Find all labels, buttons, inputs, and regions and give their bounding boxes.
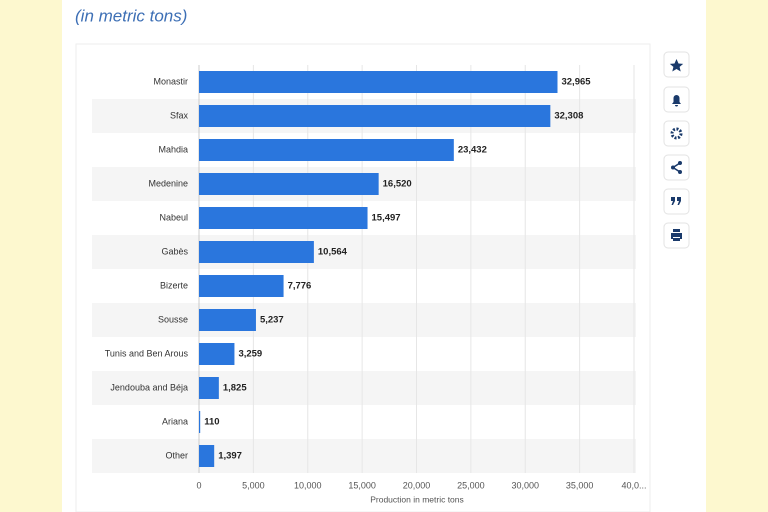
bar: [199, 139, 454, 161]
y-tick-label: Medenine: [148, 178, 188, 188]
value-label: 3,259: [238, 349, 262, 360]
value-label: 15,497: [372, 213, 401, 224]
x-tick-label: 25,000: [457, 480, 485, 490]
y-tick-label: Mahdia: [158, 144, 188, 154]
y-tick-label: Jendouba and Béja: [110, 382, 188, 392]
value-label: 16,520: [383, 179, 412, 190]
value-label: 110: [204, 417, 219, 428]
x-tick-label: 15,000: [348, 480, 376, 490]
bar: [199, 241, 314, 263]
quote-icon: [671, 197, 681, 205]
bar: [199, 71, 558, 93]
x-tick-label: 5,000: [242, 480, 265, 490]
row-stripe: [92, 235, 636, 269]
y-tick-label: Nabeul: [159, 212, 188, 222]
cite-button[interactable]: [663, 188, 690, 215]
toolbar: [663, 51, 690, 249]
bar: [199, 377, 219, 399]
bar: [199, 343, 235, 365]
bar: [199, 105, 551, 127]
bar: [199, 173, 379, 195]
x-tick-label: 10,000: [294, 480, 322, 490]
value-label: 1,825: [223, 383, 247, 394]
value-label: 10,564: [318, 247, 348, 258]
bar: [199, 275, 284, 297]
x-tick-label: 35,000: [566, 480, 594, 490]
bar: [199, 309, 256, 331]
y-tick-label: Tunis and Ben Arous: [105, 348, 189, 358]
print-icon: [671, 229, 682, 241]
bar: [199, 411, 201, 433]
y-tick-label: Other: [165, 450, 188, 460]
value-label: 1,397: [218, 451, 242, 462]
x-axis-title: Production in metric tons: [370, 494, 464, 504]
bar: [199, 207, 368, 229]
y-tick-label: Monastir: [153, 76, 188, 86]
value-label: 7,776: [288, 281, 312, 292]
gear-icon: [670, 127, 683, 140]
value-label: 32,308: [554, 111, 583, 122]
y-tick-label: Bizerte: [160, 280, 188, 290]
row-stripe: [92, 303, 636, 337]
share-dot: [678, 161, 682, 165]
row-stripe: [92, 371, 636, 405]
bell-icon: [672, 95, 681, 107]
value-label: 23,432: [458, 145, 487, 156]
bar: [199, 445, 215, 467]
share-dot: [671, 165, 675, 170]
x-tick-label: 20,000: [403, 480, 431, 490]
x-tick-label: 0: [196, 480, 201, 490]
chart-subtitle: (in metric tons): [75, 6, 187, 25]
settings-button[interactable]: [663, 120, 690, 147]
row-stripe: [92, 439, 636, 473]
y-tick-label: Sousse: [158, 314, 188, 324]
y-tick-label: Ariana: [162, 416, 188, 426]
share-button[interactable]: [663, 154, 690, 181]
share-dot: [678, 170, 682, 174]
y-tick-label: Gabès: [161, 246, 188, 256]
y-tick-label: Sfax: [170, 110, 189, 120]
star-icon: [669, 59, 684, 72]
value-label: 32,965: [561, 77, 591, 88]
x-tick-label: 40,0...: [621, 480, 646, 490]
x-tick-label: 30,000: [511, 480, 539, 490]
value-label: 5,237: [260, 315, 284, 326]
